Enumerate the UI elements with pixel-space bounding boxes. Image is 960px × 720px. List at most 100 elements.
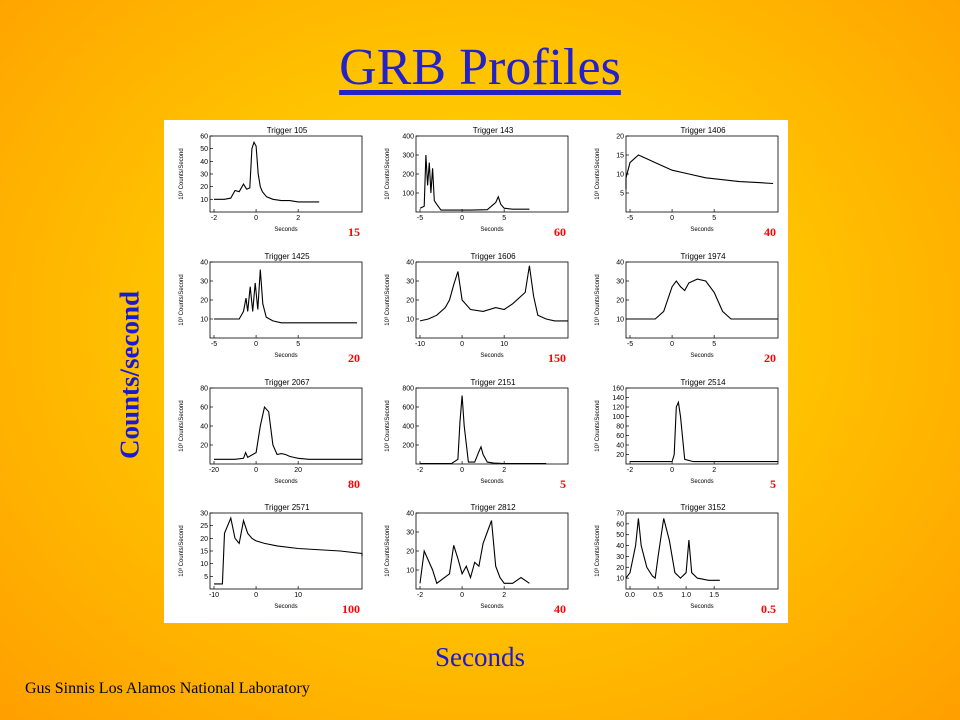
trigger-2571-ytick-label: 20 (200, 536, 208, 543)
trigger-2514-ytick-label: 120 (612, 405, 624, 412)
trigger-2514-xlabel: Seconds (690, 479, 713, 485)
trigger-2151-xtick-label: -2 (417, 467, 423, 474)
trigger-2067-ytick-label: 20 (200, 443, 208, 450)
trigger-143-light-curve (419, 154, 530, 211)
trigger-1406-light-curve (625, 154, 774, 190)
trigger-2514-ylabel: 10³ Counts/Second (595, 400, 601, 451)
trigger-3152-frame (625, 512, 779, 590)
trigger-1974-ylabel: 10³ Counts/Second (595, 274, 601, 325)
trigger-1606-title: Trigger 1606 (470, 252, 516, 261)
trigger-2067-xlabel: Seconds (274, 479, 297, 485)
trigger-2571-ytick-label: 25 (200, 523, 208, 530)
trigger-2571-xlabel: Seconds (274, 604, 297, 610)
y-axis-label: Counts/second (114, 290, 145, 460)
trigger-1974-xtick-label: 5 (712, 341, 716, 348)
trigger-2571-xtick-label: 10 (294, 592, 302, 599)
trigger-2571-ytick-label: 10 (200, 561, 208, 568)
trigger-143-ytick-label: 100 (402, 191, 414, 198)
trigger-2514-xtick-label: 2 (712, 467, 716, 474)
trigger-1974-xtick-label: -5 (627, 341, 633, 348)
trigger-2571-title: Trigger 2571 (264, 503, 310, 512)
trigger-2151-ytick-label: 200 (402, 443, 414, 450)
trigger-2812-ytick-label: 20 (406, 549, 414, 556)
trigger-105-xlabel: Seconds (274, 227, 297, 233)
trigger-2812-ylabel: 10³ Counts/Second (385, 525, 391, 576)
trigger-1974-xtick-label: 0 (670, 341, 674, 348)
trigger-1974-ytick-label: 40 (616, 260, 624, 267)
trigger-1425-xlabel: Seconds (274, 353, 297, 359)
trigger-2514-ytick-label: 100 (612, 414, 624, 421)
trigger-1606-duration-note: 150 (548, 351, 566, 365)
trigger-143-xlabel: Seconds (480, 227, 503, 233)
trigger-2067-light-curve (214, 405, 362, 460)
trigger-2067-ytick-label: 60 (200, 405, 208, 412)
trigger-2067-xtick-label: -20 (209, 467, 219, 474)
trigger-1425-light-curve (214, 269, 358, 324)
trigger-1406-ylabel: 10³ Counts/Second (595, 148, 601, 199)
trigger-3152-ytick-label: 20 (616, 565, 624, 572)
trigger-1606-xtick-label: 10 (500, 341, 508, 348)
trigger-143-xtick-label: 0 (460, 215, 464, 222)
trigger-1425-duration-note: 20 (348, 351, 360, 365)
trigger-2151-ytick-label: 400 (402, 424, 414, 431)
trigger-1606-xtick-label: -10 (415, 341, 425, 348)
trigger-3152-ytick-label: 50 (616, 532, 624, 539)
trigger-2067-ytick-label: 80 (200, 386, 208, 393)
trigger-105-ytick-label: 50 (200, 146, 208, 153)
trigger-105-xtick-label: 2 (296, 215, 300, 222)
trigger-2067-ytick-label: 40 (200, 424, 208, 431)
trigger-143-ytick-label: 200 (402, 172, 414, 179)
trigger-2812-xtick-label: -2 (417, 592, 423, 599)
trigger-1606-ytick-label: 40 (406, 260, 414, 267)
trigger-1425-xtick-label: 5 (296, 341, 300, 348)
trigger-143-xtick-label: -5 (417, 215, 423, 222)
trigger-2571-xtick-label: -10 (209, 592, 219, 599)
trigger-105-ytick-label: 40 (200, 159, 208, 166)
trigger-2514-ytick-label: 20 (616, 452, 624, 459)
footer-credit: Gus Sinnis Los Alamos National Laborator… (25, 680, 310, 697)
trigger-1406-ytick-label: 5 (620, 191, 624, 198)
trigger-1974-ytick-label: 30 (616, 279, 624, 286)
trigger-2514-ytick-label: 140 (612, 395, 624, 402)
trigger-143-title: Trigger 143 (473, 126, 514, 135)
trigger-2067-xtick-label: 20 (294, 467, 302, 474)
trigger-3152-ytick-label: 10 (616, 576, 624, 583)
trigger-2151-ytick-label: 600 (402, 405, 414, 412)
trigger-2514-light-curve (630, 400, 778, 463)
trigger-1425-ytick-label: 40 (200, 260, 208, 267)
trigger-3152-duration-note: 0.5 (761, 602, 776, 616)
trigger-1406-xtick-label: 5 (712, 215, 716, 222)
trigger-1406-xtick-label: -5 (627, 215, 633, 222)
trigger-3152-light-curve (625, 518, 720, 581)
trigger-2151-xtick-label: 0 (460, 467, 464, 474)
trigger-3152-ytick-label: 30 (616, 554, 624, 561)
trigger-1406-ytick-label: 15 (616, 153, 624, 160)
trigger-1606-xlabel: Seconds (480, 353, 503, 359)
trigger-105-ytick-label: 30 (200, 172, 208, 179)
trigger-2571-ytick-label: 30 (200, 511, 208, 518)
trigger-1606-ytick-label: 30 (406, 279, 414, 286)
trigger-2151-light-curve (420, 395, 547, 465)
trigger-105-xtick-label: 0 (254, 215, 258, 222)
trigger-1425-ytick-label: 10 (200, 317, 208, 324)
trigger-105-xtick-label: -2 (211, 215, 217, 222)
trigger-2812-ytick-label: 40 (406, 511, 414, 518)
trigger-2151-ytick-label: 800 (402, 386, 414, 393)
trigger-2812-ytick-label: 30 (406, 530, 414, 537)
trigger-2067-duration-note: 80 (348, 477, 360, 491)
trigger-3152-xtick-label: 0.5 (653, 592, 663, 599)
trigger-1606-ylabel: 10³ Counts/Second (385, 274, 391, 325)
trigger-143-ytick-label: 300 (402, 153, 414, 160)
trigger-1974-light-curve (626, 278, 778, 320)
trigger-3152-xlabel: Seconds (690, 604, 713, 610)
trigger-105-duration-note: 15 (348, 225, 360, 239)
trigger-2571-duration-note: 100 (342, 602, 360, 616)
trigger-3152-xtick-label: 1.5 (709, 592, 719, 599)
trigger-1406-ytick-label: 20 (616, 134, 624, 141)
trigger-143-ytick-label: 400 (402, 134, 414, 141)
trigger-2571-ytick-label: 5 (204, 574, 208, 581)
trigger-2571-ylabel: 10³ Counts/Second (179, 525, 185, 576)
trigger-1425-ytick-label: 30 (200, 279, 208, 286)
trigger-2571-light-curve (214, 516, 363, 585)
